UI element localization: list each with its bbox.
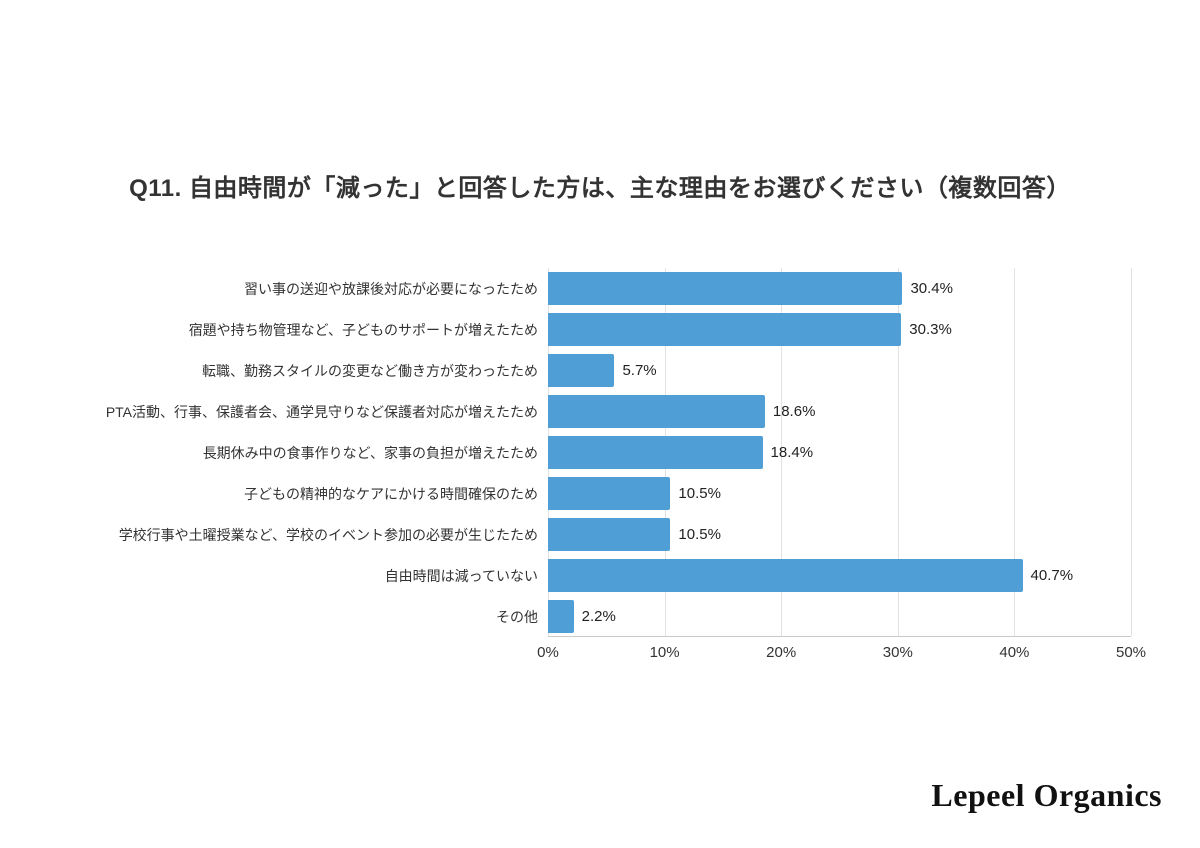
x-axis-tick: 0%: [537, 644, 559, 661]
x-axis-tick: 30%: [882, 644, 913, 661]
bar: [548, 477, 671, 510]
bar-row: 10.5%: [548, 514, 1131, 555]
bar-value-label: 30.4%: [910, 280, 953, 297]
plot-area: 30.4% 30.3% 5.7% 18.6% 18.4% 10.5% 10.5% 40.7% 2…: [548, 268, 1132, 637]
category-label: 習い事の送迎や放課後対応が必要になったため: [244, 280, 538, 297]
x-axis-tick: 50%: [1115, 644, 1147, 661]
bar-value-label: 40.7%: [1030, 567, 1074, 584]
brand-logo-text: Lepeel Organics: [931, 777, 1162, 813]
bar: [548, 559, 1023, 592]
category-label: 長期休み中の食事作りなど、家事の負担が増えたため: [202, 444, 538, 461]
gridline: [897, 268, 899, 636]
x-axis-tick: 20%: [766, 644, 797, 661]
bar-row: 5.7%: [548, 350, 1131, 391]
bar-row: 30.4%: [548, 268, 1131, 309]
bar: [548, 600, 574, 633]
bar: [548, 272, 903, 305]
bar-row: 40.7%: [548, 555, 1131, 596]
x-axis: 0% 10% 20% 30% 40% 50%: [537, 637, 1146, 663]
category-label: 学校行事や土曜授業など、学校のイベント参加の必要が生じたため: [118, 526, 538, 543]
bar-row: 2.2%: [548, 596, 1131, 637]
bar-value-label: 10.5%: [678, 526, 721, 543]
bar: [548, 395, 765, 428]
bar-chart: 習い事の送迎や放課後対応が必要になったため宿題や持ち物管理など、子どものサポート…: [0, 268, 1200, 663]
category-label: 自由時間は減っていない: [384, 567, 538, 584]
bar: [548, 354, 615, 387]
x-axis-tick: 10%: [649, 644, 680, 661]
chart-title: Q11. 自由時間が「減った」と回答した方は、主な理由をお選びください（複数回答…: [129, 175, 1071, 202]
gridline: [1014, 268, 1016, 636]
category-label: 子どもの精神的なケアにかける時間確保のため: [244, 485, 538, 502]
category-labels: 習い事の送迎や放課後対応が必要になったため宿題や持ち物管理など、子どものサポート…: [0, 268, 548, 637]
category-label: 宿題や持ち物管理など、子どものサポートが増えたため: [188, 321, 538, 338]
category-label: その他: [496, 608, 538, 625]
bar-value-label: 10.5%: [678, 485, 721, 502]
bar-value-label: 2.2%: [581, 608, 616, 625]
bar: [548, 518, 671, 551]
bar-row: 18.6%: [548, 391, 1131, 432]
bar-row: 18.4%: [548, 432, 1131, 473]
bar-value-label: 5.7%: [622, 362, 657, 379]
gridline: [781, 268, 783, 636]
category-label: 転職、勤務スタイルの変更など働き方が変わったため: [202, 362, 538, 379]
bar-value-label: 30.3%: [909, 321, 952, 338]
bar-row: 30.3%: [548, 309, 1131, 350]
gridline: [1131, 268, 1132, 636]
bar: [548, 436, 763, 469]
category-label: PTA活動、行事、保護者会、通学見守りなど保護者対応が増えたため: [105, 403, 538, 420]
x-axis-tick: 40%: [999, 644, 1030, 661]
bar-value-label: 18.4%: [770, 444, 814, 461]
bar-row: 10.5%: [548, 473, 1131, 514]
bar: [548, 313, 902, 346]
bar-value-label: 18.6%: [772, 403, 816, 420]
